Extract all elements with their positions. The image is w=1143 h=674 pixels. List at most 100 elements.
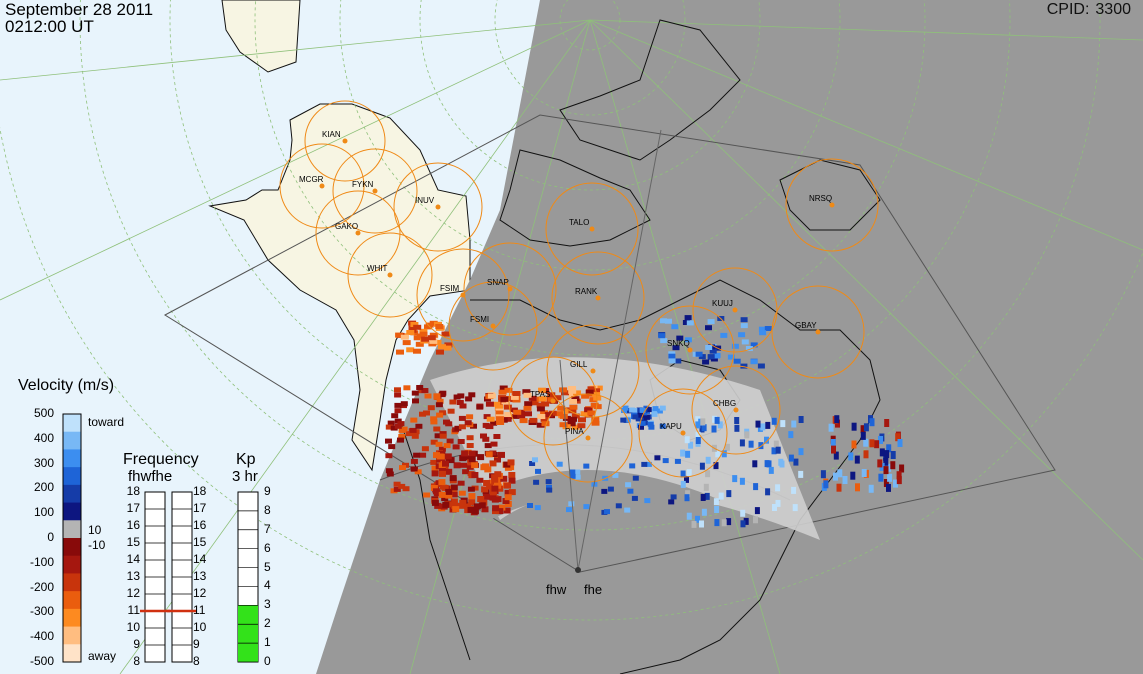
velocity-cell [780, 420, 786, 428]
velocity-cell [556, 461, 563, 467]
velocity-cell [752, 460, 758, 468]
velocity-cell [414, 469, 422, 475]
velocity-cell [615, 503, 622, 509]
radar-label-fhe: fhe [584, 582, 603, 597]
velocity-cell [569, 416, 577, 422]
velocity-cell [405, 431, 413, 437]
velocity-cell [413, 348, 421, 354]
station-label-kian: KIAN [322, 130, 341, 139]
velocity-cell [647, 421, 654, 427]
velocity-cell [456, 400, 464, 405]
velocity-cell [545, 479, 552, 485]
velocity-cell [410, 466, 418, 472]
date-label: September 28 2011 [5, 0, 154, 19]
velocity-cell [701, 424, 707, 432]
velocity-color-step [63, 467, 81, 486]
velocity-cell [458, 415, 466, 421]
velocity-cell [668, 353, 676, 359]
velocity-cell [487, 393, 496, 399]
velocity-cell [489, 450, 497, 456]
velocity-cell [684, 475, 689, 483]
velocity-cell [415, 423, 423, 429]
frequency-tick-right: 9 [193, 637, 200, 651]
kp-tick: 9 [264, 484, 271, 498]
velocity-cell [504, 412, 513, 417]
velocity-cell [726, 490, 732, 498]
velocity-cell [792, 504, 798, 512]
velocity-cell [658, 333, 666, 339]
velocity-cell [452, 444, 460, 450]
velocity-color-step [63, 502, 81, 521]
station-dot-mcgr [319, 183, 325, 189]
velocity-cell [412, 398, 419, 404]
velocity-cell [717, 421, 723, 429]
velocity-cell [833, 451, 839, 460]
velocity-cell [705, 470, 711, 478]
velocity-cell [695, 421, 701, 429]
frequency-tick-right: 12 [193, 586, 207, 600]
velocity-cell [468, 499, 476, 506]
velocity-cell [879, 448, 885, 457]
velocity-cell [741, 339, 749, 345]
frequency-tick-left: 16 [126, 518, 140, 532]
velocity-cell [476, 404, 484, 410]
velocity-cell [750, 359, 758, 365]
velocity-cell [639, 420, 646, 426]
velocity-cell [659, 423, 666, 429]
velocity-cell [415, 341, 424, 347]
velocity-cell [451, 502, 458, 509]
velocity-cell [496, 508, 504, 515]
velocity-cell [423, 410, 430, 416]
velocity-cell [413, 324, 422, 330]
velocity-cell [398, 433, 406, 439]
velocity-cell [439, 433, 447, 439]
velocity-cell [798, 416, 804, 423]
velocity-cell [438, 392, 446, 398]
velocity-cell [775, 484, 781, 492]
velocity-cell [528, 395, 537, 401]
velocity-cell [463, 455, 471, 461]
velocity-cell [541, 401, 550, 407]
frequency-tick-right: 11 [193, 603, 206, 617]
velocity-cell [850, 471, 856, 480]
velocity-cell [622, 405, 629, 411]
velocity-cell [459, 455, 467, 462]
velocity-cell [419, 411, 426, 417]
velocity-cell [390, 425, 398, 431]
velocity-cells [385, 315, 905, 528]
velocity-cell [601, 488, 608, 494]
velocity-cell [594, 385, 603, 391]
velocity-cell [411, 433, 419, 439]
velocity-cell [465, 396, 473, 402]
velocity-cell [757, 363, 765, 369]
station-ring-kuuj [692, 267, 778, 353]
velocity-cell [443, 443, 451, 449]
velocity-cell [393, 481, 401, 487]
velocity-cell [753, 483, 759, 491]
velocity-cell [798, 448, 804, 456]
velocity-cell [745, 346, 753, 351]
velocity-cell [644, 498, 651, 504]
velocity-cell [431, 470, 439, 477]
velocity-cell [834, 415, 840, 424]
velocity-cell [707, 319, 715, 325]
kp-tick: 2 [264, 616, 271, 631]
velocity-cell [574, 469, 581, 475]
kp-tick: 1 [264, 635, 271, 650]
velocity-color-step [63, 573, 81, 592]
kp-tick: 7 [264, 521, 271, 536]
velocity-cell [593, 404, 602, 410]
station-dot-gill [590, 368, 596, 374]
velocity-cell [568, 388, 577, 394]
velocity-cell [685, 450, 691, 458]
velocity-tick: -500 [29, 654, 54, 668]
velocity-cell [492, 401, 501, 407]
velocity-cell [508, 477, 516, 484]
velocity-cell [753, 516, 758, 524]
station-ring-gill [546, 324, 640, 418]
velocity-cell [535, 468, 541, 474]
velocity-cell [529, 417, 538, 423]
velocity-cell [394, 423, 402, 429]
velocity-cell [699, 462, 705, 470]
station-label-gako: GAKO [335, 222, 359, 231]
